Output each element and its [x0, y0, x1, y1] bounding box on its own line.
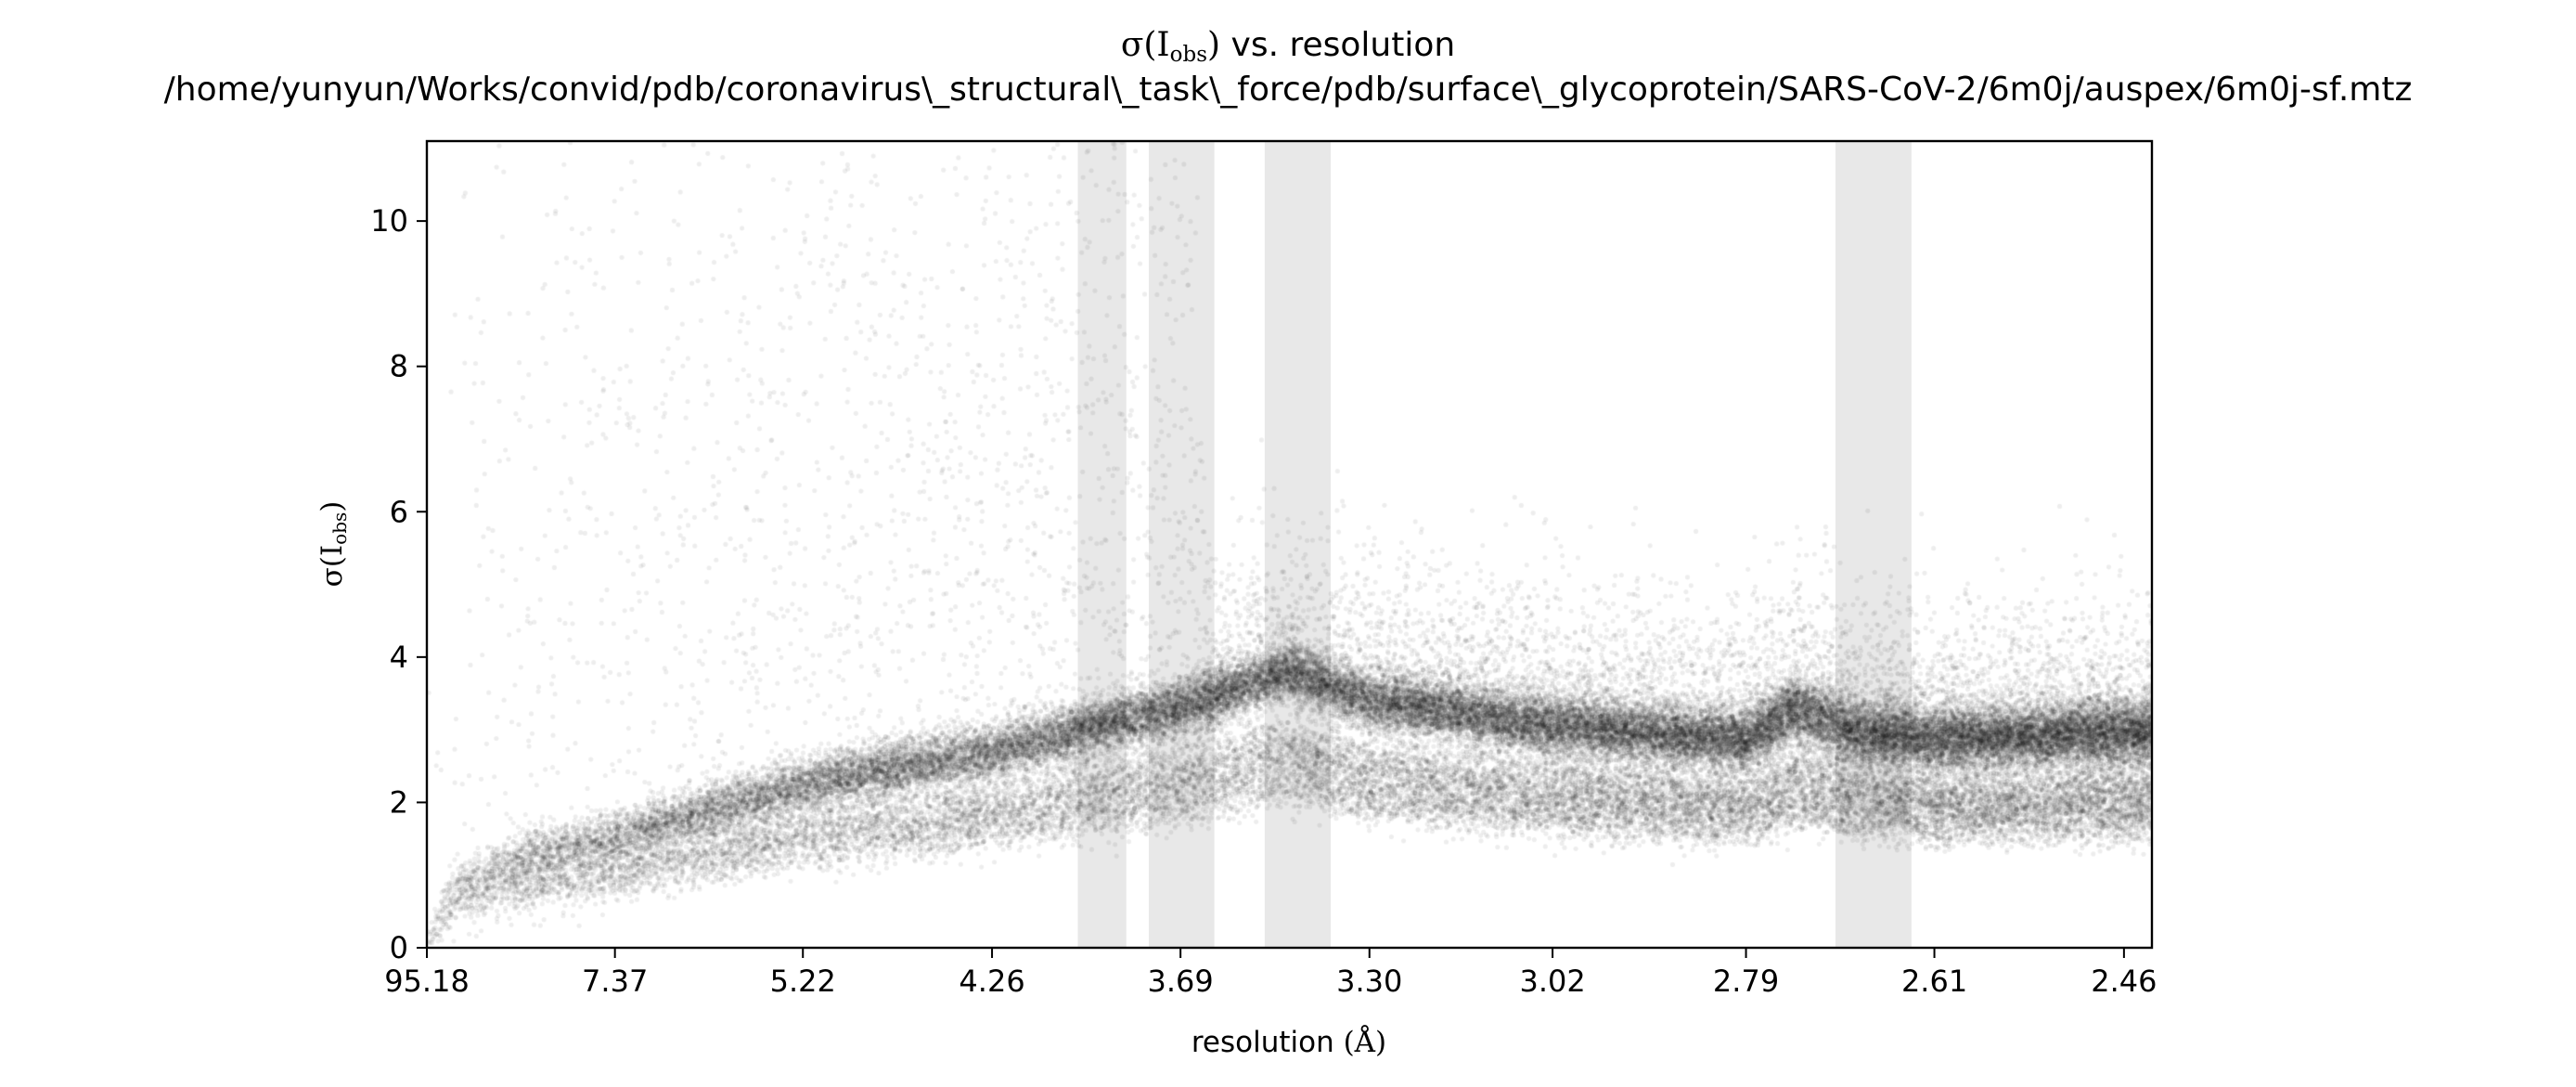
x-tick-label-8: 2.61 — [1901, 964, 1967, 999]
x-tick-label-0: 95.18 — [384, 964, 470, 999]
scatter-points — [427, 141, 2152, 948]
x-tick-label-2: 5.22 — [770, 964, 836, 999]
x-tick-label-5: 3.30 — [1336, 964, 1402, 999]
y-axis-label: σ(Iobs) — [316, 501, 351, 588]
plot-area — [425, 139, 2154, 950]
y-tick-label-4: 8 — [390, 349, 408, 384]
x-tick-label-4: 3.69 — [1148, 964, 1214, 999]
chart-title-line-2: /home/yunyun/Works/convid/pdb/coronaviru… — [164, 71, 2413, 109]
x-tick-label-9: 2.46 — [2091, 964, 2157, 999]
y-tick-label-1: 2 — [390, 784, 408, 820]
x-axis-label: resolution (Å) — [1191, 1024, 1386, 1059]
x-tick-label-6: 3.02 — [1519, 964, 1585, 999]
y-axis-ticks: 0 2 4 6 8 10 — [370, 203, 427, 965]
chart-title-line-1: σ(Iobs) vs. resolution — [1121, 26, 1455, 67]
plot-frame — [425, 139, 2154, 950]
y-tick-label-2: 4 — [390, 640, 408, 675]
x-axis-ticks: 95.18 7.37 5.22 4.26 3.69 3.30 3.02 2.79 2.61 2.4… — [384, 948, 2157, 999]
x-tick-label-1: 7.37 — [582, 964, 648, 999]
y-tick-label-3: 6 — [390, 494, 408, 529]
x-tick-label-3: 4.26 — [959, 964, 1024, 999]
y-tick-label-5: 10 — [370, 203, 408, 239]
y-tick-label-0: 0 — [390, 930, 408, 965]
x-tick-label-7: 2.79 — [1713, 964, 1779, 999]
